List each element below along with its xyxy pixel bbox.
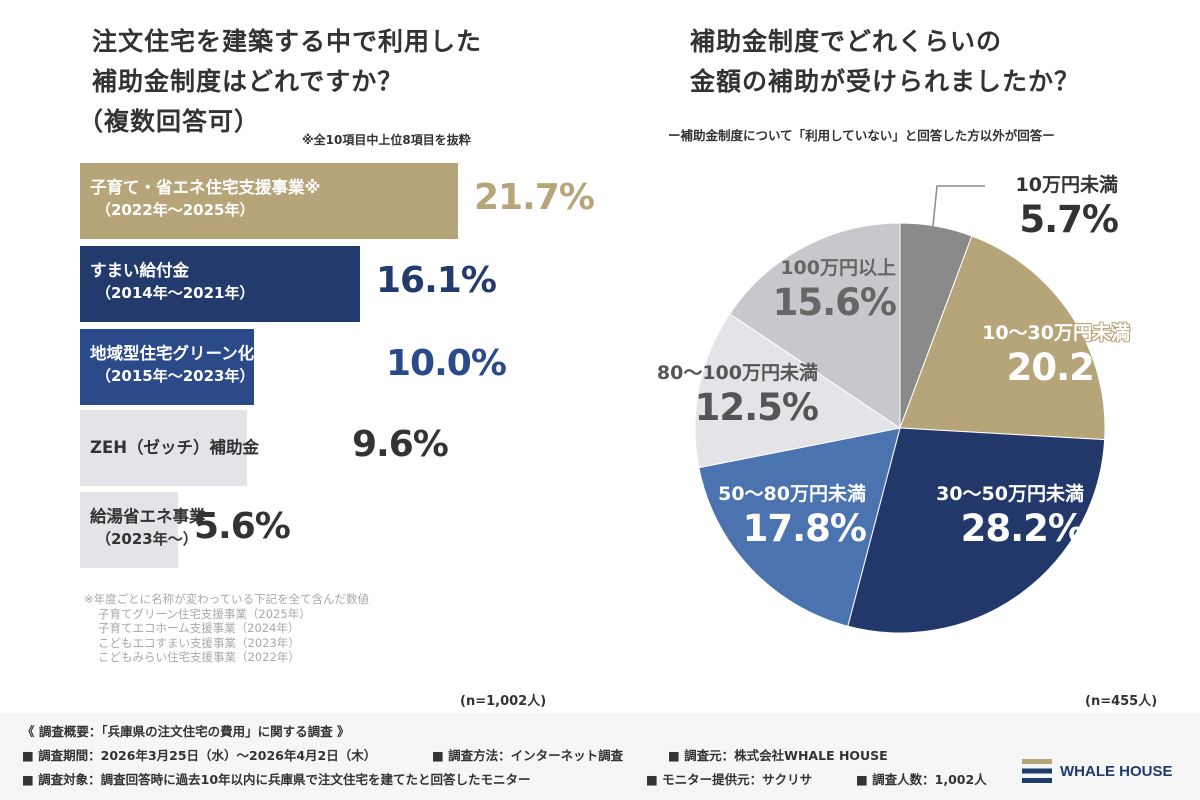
bar-label-line-1: すまい給付金 [90, 261, 189, 280]
survey-summary-title: 《 調査概要：「兵庫県の注文住宅の費用」に関する調査 》 [22, 724, 350, 739]
pie-slice-name: 100万円以上 [780, 257, 896, 279]
pie-slice-name: 30〜50万円未満 [936, 483, 1084, 505]
whale-house-logo-icon [1022, 759, 1052, 783]
bar-label-line-2: （2014年〜2021年） [96, 284, 255, 302]
survey-summary-footer: 《 調査概要：「兵庫県の注文住宅の費用」に関する調査 》 ■ 調査期間：2026… [0, 713, 1200, 800]
pie-slice [899, 235, 1106, 441]
whale-house-logo: WHALE HOUSE [1022, 755, 1173, 787]
whale-house-logo-text: WHALE HOUSE [1060, 762, 1173, 780]
bar-chart-footnote: ※年度ごとに名称が変わっている下記を全て含んだ数値 子育てグリーン住宅支援事業（… [84, 592, 369, 665]
bar [80, 329, 254, 405]
survey-count: ■ 調査人数：1,002人 [856, 772, 987, 787]
pie-slice-value: 17.8% [742, 507, 867, 550]
pie-slice-label: 80〜100万円未満 12.5% [656, 360, 819, 430]
bar-value-label: 10.0% [386, 343, 507, 384]
pie-slice-value: 5.7% [1019, 198, 1119, 241]
bar-label-line-2: （2015年〜2023年） [96, 367, 255, 385]
footnote-line: ※年度ごとに名称が変わっている下記を全て含んだ数値 [84, 592, 370, 606]
pie-slice-value: 15.6% [772, 281, 897, 324]
pie-slice-name: 10万円未満 [1015, 174, 1118, 196]
pie-slice-name: 80〜100万円未満 [656, 362, 818, 384]
survey-method: ■ 調査方法：インターネット調査 [432, 748, 624, 763]
bar-category-label: すまい給付金 （2014年〜2021年） [90, 260, 255, 304]
pie-slice-label: 100万円以上 15.6% [772, 255, 897, 325]
pie-slice [729, 222, 901, 429]
survey-source: ■ 調査元：株式会社WHALE HOUSE [668, 748, 888, 763]
pie-slice [847, 427, 1106, 634]
pie-slice-label: 10万円未満 5.7% [1015, 172, 1119, 242]
monitor-provider: ■ モニター提供元：サクリサ [646, 772, 813, 787]
bar-value-label: 9.6% [352, 424, 449, 465]
right-sample-size: (n=455人) [1085, 694, 1158, 709]
bar [80, 492, 178, 568]
pie-slice [694, 313, 902, 469]
footnote-line: こどもみらい住宅支援事業（2022年） [98, 650, 300, 664]
footnote-line: 子育てエコホーム支援事業（2024年） [98, 621, 300, 635]
bar-label-line-1: 子育て・省エネ住宅支援事業※ [90, 178, 321, 197]
bar-category-label: 地域型住宅グリーン化事業 （2015年〜2023年） [90, 343, 287, 387]
bar-label-line-1: 地域型住宅グリーン化事業 [90, 344, 288, 363]
left-chart-title: 注文住宅を建築する中で利用した 補助金制度はどれですか？ （複数回答可） ※全1… [78, 22, 483, 147]
bar-label-line-1: 給湯省エネ事業 [90, 507, 206, 526]
bar-value-label: 21.7% [474, 177, 595, 218]
right-chart-title: 補助金制度でどれくらいの 金額の補助が受けられましたか？ [690, 22, 1080, 102]
bar [80, 246, 360, 322]
left-sample-size: (n=1,002人) [460, 694, 547, 709]
pie-slice-label: 50〜80万円未満 17.8% [718, 481, 867, 551]
bar [80, 410, 247, 486]
bar-category-label: 子育て・省エネ住宅支援事業※ （2022年〜2025年） [90, 177, 321, 221]
pie-slice-value: 20.2% [1006, 346, 1131, 389]
bar-label-line-2: （2022年〜2025年） [96, 201, 255, 219]
right-title-line-1: 補助金制度でどれくらいの [690, 27, 1003, 56]
bar-label-line-1: ZEH（ゼッチ）補助金 [90, 438, 260, 457]
left-title-line-1: 注文住宅を建築する中で利用した [92, 27, 483, 56]
bar-label-line-2: （2023年〜） [96, 530, 198, 548]
pie-slice-label: 30〜50万円未満 28.2% [936, 481, 1085, 551]
right-chart-subtitle: ー補助金制度について「利用していない」と回答した方以外が回答ー [668, 128, 1055, 143]
bar-category-label: 給湯省エネ事業 （2023年〜） [90, 506, 206, 550]
bar-value-label: 16.1% [376, 260, 497, 301]
left-title-line-2: 補助金制度はどれですか？ [92, 67, 404, 96]
pie-slice [698, 427, 901, 627]
survey-target: ■ 調査対象：調査回答時に過去10年以内に兵庫県で注文住宅を建てたと回答したモニ… [22, 772, 531, 787]
pie-slice-value: 28.2% [960, 507, 1085, 550]
left-title-line-3: （複数回答可） [78, 107, 261, 136]
survey-period: ■ 調査期間：2026年3月25日（水）〜2026年4月2日（木） [22, 748, 377, 763]
footnote-line: 子育てグリーン住宅支援事業（2025年） [98, 606, 311, 621]
pie-slice-label: 10〜30万円未満 20.2% [982, 320, 1131, 390]
bar [80, 163, 458, 239]
bar-value-label: 5.6% [194, 506, 291, 547]
pie-slice-name: 10〜30万円未満 [982, 322, 1130, 344]
pie-slice-value: 12.5% [694, 386, 819, 429]
bar-category-label: ZEH（ゼッチ）補助金 [90, 437, 259, 459]
pie-slice-name: 50〜80万円未満 [718, 483, 866, 505]
footnote-line: こどもエコすまい支援事業（2023年） [98, 635, 300, 650]
scope-note: ※全10項目中上位8項目を抜粋 [302, 133, 471, 147]
right-title-line-2: 金額の補助が受けられましたか？ [690, 67, 1081, 96]
pie-leader-line [927, 185, 985, 271]
